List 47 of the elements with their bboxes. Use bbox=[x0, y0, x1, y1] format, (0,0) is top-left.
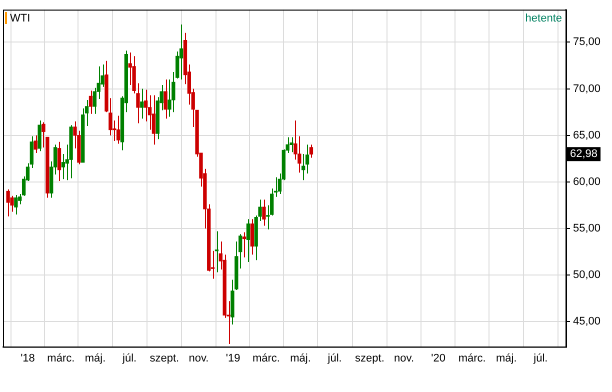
y-tick-label: 50,00 bbox=[573, 269, 601, 282]
chart-title: WTI bbox=[10, 12, 30, 25]
y-tick-label: 55,00 bbox=[573, 222, 601, 235]
candlestick bbox=[57, 141, 62, 182]
candlestick bbox=[34, 134, 38, 154]
candlestick bbox=[246, 218, 250, 263]
candlestick bbox=[61, 153, 66, 180]
candlestick bbox=[92, 87, 97, 114]
chart-subtitle: hetente bbox=[525, 12, 562, 25]
x-tick-label: '20 bbox=[431, 352, 446, 364]
y-tick-label: 65,00 bbox=[573, 129, 601, 142]
y-tick-label: 45,00 bbox=[573, 316, 601, 328]
candlestick bbox=[84, 99, 89, 127]
candlestick bbox=[14, 194, 18, 216]
candlestick bbox=[152, 94, 156, 146]
x-tick-label: szept. bbox=[150, 352, 180, 364]
candlestick bbox=[290, 136, 294, 153]
x-tick-label: júl. bbox=[326, 352, 342, 364]
x-tick-label: '19 bbox=[226, 352, 240, 364]
x-tick-label: júl. bbox=[532, 352, 548, 364]
x-tick-label: máj. bbox=[496, 352, 517, 364]
y-tick-label: 70,00 bbox=[573, 82, 601, 95]
x-tick-label: márc. bbox=[252, 352, 280, 364]
candlestick bbox=[116, 115, 120, 144]
candlestick bbox=[164, 78, 168, 120]
y-tick-label: 75,00 bbox=[573, 36, 601, 48]
candlestick bbox=[38, 120, 42, 152]
candlestick bbox=[140, 88, 144, 120]
candlestick bbox=[262, 199, 266, 226]
x-tick-label: márc. bbox=[458, 352, 486, 364]
x-tick-label: máj. bbox=[290, 352, 311, 364]
x-tick-label: júl. bbox=[122, 352, 137, 364]
annotation: 62,98 bbox=[570, 148, 598, 160]
x-tick-label: szept. bbox=[355, 352, 384, 364]
candlestick bbox=[250, 218, 254, 256]
x-tick-label: '18 bbox=[20, 352, 35, 364]
candlestick bbox=[144, 89, 148, 122]
candlestick bbox=[242, 232, 246, 258]
x-tick-label: nov. bbox=[394, 352, 414, 364]
x-tick-label: nov. bbox=[188, 352, 209, 364]
candlestick bbox=[88, 90, 93, 114]
candlestick bbox=[6, 188, 10, 217]
candlestick bbox=[179, 24, 184, 80]
x-tick-label: máj. bbox=[84, 352, 106, 364]
y-tick-label: 60,00 bbox=[573, 176, 601, 188]
candlestick bbox=[309, 144, 314, 158]
x-tick-label: márc. bbox=[47, 352, 75, 364]
